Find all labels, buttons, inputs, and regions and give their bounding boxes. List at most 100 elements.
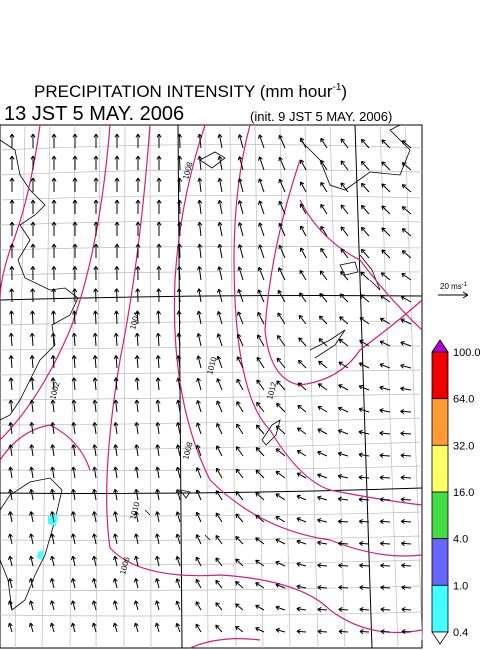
wind-arrow (92, 444, 98, 457)
wind-arrow (197, 221, 203, 237)
wind-arrow (340, 138, 349, 149)
wind-arrow (358, 362, 370, 369)
wind-arrow (275, 605, 286, 611)
wind-arrow (49, 622, 55, 633)
wind-arrow (275, 470, 286, 479)
wind-arrow (317, 518, 328, 523)
wind-arrow (72, 221, 78, 236)
wind-arrow (197, 133, 203, 149)
wind-arrow (255, 424, 265, 435)
wind-arrow (112, 578, 118, 589)
wind-arrow (195, 422, 202, 435)
wind-arrow (338, 541, 349, 547)
wind-arrow (379, 497, 391, 503)
wind-arrow (275, 627, 286, 633)
wind-arrow (320, 181, 328, 193)
wind-arrow (400, 295, 412, 303)
wind-arrow (359, 294, 370, 303)
wind-arrow (401, 273, 412, 281)
wind-arrow (339, 316, 349, 325)
wind-arrow (9, 266, 15, 281)
wind-arrow (156, 243, 162, 258)
wind-arrow (337, 429, 349, 435)
wind-arrow (112, 622, 118, 633)
wind-arrow (155, 466, 161, 479)
wind-arrow (71, 511, 76, 523)
wind-arrow (155, 555, 160, 567)
wind-arrow (195, 511, 202, 523)
wind-arrow (71, 444, 77, 457)
wind-arrow (400, 430, 412, 437)
wind-arrow (237, 200, 244, 215)
wind-arrow (236, 378, 244, 391)
wind-arrow (9, 310, 15, 325)
wind-arrow (92, 533, 97, 545)
wind-arrow (71, 533, 76, 545)
title: PRECIPITATION INTENSITY (mm hour-1) (34, 82, 347, 101)
wind-arrow (297, 382, 307, 391)
wind-arrow (114, 155, 120, 170)
wind-arrow (256, 379, 265, 391)
wind-arrow (8, 355, 14, 369)
wind-arrow (154, 578, 160, 589)
wind-arrow (113, 488, 119, 501)
wind-arrow (175, 555, 181, 567)
wind-arrow (258, 156, 265, 171)
wind-arrow (215, 557, 223, 567)
wind-arrow (93, 243, 99, 258)
wind-arrow (134, 466, 140, 479)
wind-arrow (337, 451, 349, 457)
wind-arrow (255, 492, 265, 501)
wind-arrow (236, 333, 244, 347)
wind-arrow (380, 563, 391, 569)
wind-arrow (215, 579, 223, 589)
wind-arrow (29, 511, 34, 523)
wind-arrow (379, 385, 391, 391)
valid-time: 13 JST 5 MAY. 2006 (4, 103, 184, 125)
colorbar-label: 4.0 (453, 534, 468, 546)
wind-arrow (50, 421, 56, 435)
wind-arrow (317, 383, 328, 391)
wind-arrow (155, 444, 161, 457)
wind-arrow (216, 378, 223, 391)
wind-arrow (8, 511, 13, 523)
wind-arrow (215, 467, 223, 479)
wind-scale-label: 20 ms-1 (440, 282, 468, 291)
wind-arrow (401, 206, 412, 215)
colorbar-bottom-triangle (431, 631, 449, 645)
wind-arrow (317, 585, 328, 591)
wind-arrow (134, 399, 140, 413)
wind-arrow (177, 221, 183, 237)
wind-arrow (197, 266, 202, 281)
wind-arrow (381, 227, 391, 237)
wind-arrow (8, 533, 13, 545)
wind-arrow (196, 288, 202, 303)
wind-arrow (401, 140, 412, 149)
wind-arrow (9, 199, 15, 214)
wind-arrow (7, 578, 13, 589)
wind-arrow (29, 355, 35, 369)
wind-arrow (29, 377, 35, 391)
wind-arrow (135, 310, 141, 325)
wind-arrow (318, 338, 328, 347)
wind-arrow (317, 406, 328, 413)
wind-arrow (177, 177, 183, 193)
wind-arrow (91, 600, 97, 611)
wind-arrow (215, 445, 223, 457)
wind-arrow (197, 199, 203, 215)
wind-arrow (113, 377, 119, 391)
wind-arrow (195, 623, 202, 633)
wind-arrow (28, 622, 34, 633)
wind-arrow (72, 177, 78, 192)
wind-arrow (175, 533, 181, 545)
wind-arrow (175, 622, 181, 633)
wind-arrow (277, 312, 286, 325)
wind-arrow (30, 310, 36, 325)
wind-arrow (50, 377, 56, 391)
wind-arrow (400, 453, 412, 459)
wind-arrow (256, 356, 265, 369)
wind-arrow (175, 578, 181, 589)
wind-arrow (9, 243, 15, 258)
wind-arrow (155, 399, 161, 413)
